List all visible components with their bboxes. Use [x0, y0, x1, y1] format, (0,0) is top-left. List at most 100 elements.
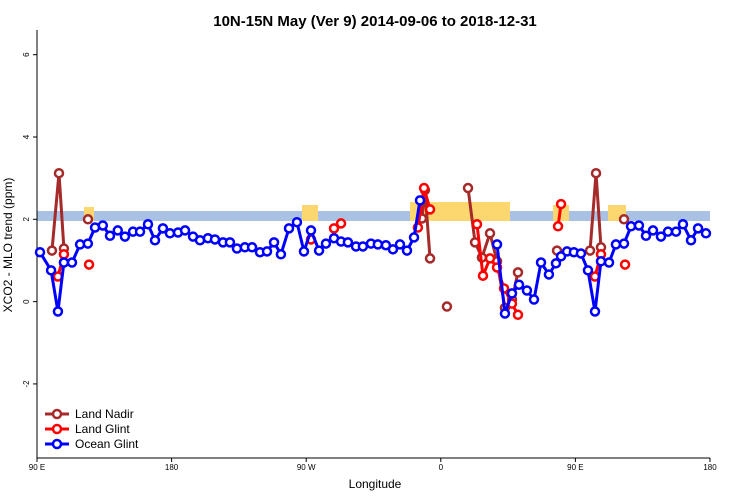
point	[209, 234, 221, 245]
point	[357, 241, 369, 252]
point	[512, 309, 524, 321]
point	[424, 253, 436, 264]
point	[52, 306, 64, 317]
point	[414, 195, 426, 206]
point	[528, 294, 540, 305]
point	[342, 237, 354, 248]
point	[45, 265, 57, 276]
point	[677, 218, 689, 230]
point	[670, 226, 682, 237]
point	[335, 218, 347, 229]
point	[313, 245, 325, 256]
point	[53, 167, 65, 179]
point	[142, 218, 154, 230]
band	[37, 211, 710, 221]
point	[134, 226, 146, 237]
x-tick-label: 90 E	[567, 463, 583, 472]
point	[633, 220, 645, 231]
point	[291, 216, 303, 228]
point	[477, 270, 489, 281]
point	[298, 246, 310, 257]
point	[58, 249, 70, 260]
legend-label: Land Glint	[75, 422, 130, 436]
chart-title: 10N-15N May (Ver 9) 2014-09-06 to 2018-1…	[213, 13, 537, 30]
point	[268, 237, 280, 248]
point	[506, 288, 518, 299]
point	[387, 244, 399, 255]
legend-label: Land Nadir	[75, 407, 134, 421]
point	[595, 256, 607, 267]
y-tick-label: 2	[22, 217, 31, 222]
point	[575, 248, 587, 259]
y-tick-label: 4	[22, 134, 31, 139]
point	[469, 237, 481, 248]
point	[619, 259, 631, 270]
point	[655, 231, 667, 242]
point	[662, 226, 674, 237]
point	[484, 253, 496, 264]
point	[246, 242, 258, 253]
point	[164, 228, 176, 239]
legend-label: Ocean Glint	[75, 437, 139, 451]
y-axis-label: XCO2 - MLO trend (ppm)	[1, 178, 15, 313]
band-patch	[553, 205, 569, 221]
legend-marker	[51, 438, 63, 450]
point	[550, 258, 562, 269]
band-patch	[84, 207, 94, 221]
series-line	[58, 188, 625, 315]
point	[589, 306, 601, 317]
point	[441, 301, 453, 312]
point	[82, 238, 94, 249]
point	[149, 235, 161, 246]
point	[261, 246, 273, 257]
point	[618, 214, 630, 225]
point	[521, 285, 533, 296]
point	[46, 245, 58, 256]
point	[610, 239, 622, 250]
point	[83, 259, 95, 270]
legend-marker	[51, 408, 63, 420]
x-axis-label: Longitude	[349, 477, 402, 491]
point	[484, 228, 496, 239]
point	[471, 218, 483, 230]
point	[685, 235, 697, 246]
point	[275, 249, 287, 260]
point	[535, 257, 547, 268]
point	[555, 198, 567, 210]
point	[231, 243, 243, 254]
band-patch	[410, 202, 510, 221]
legend-marker	[51, 423, 63, 435]
point	[513, 279, 525, 290]
point	[618, 238, 630, 249]
point	[424, 204, 436, 215]
point	[408, 232, 420, 243]
point	[104, 230, 116, 242]
point	[401, 245, 413, 256]
band-patch	[302, 205, 318, 221]
point	[582, 265, 594, 276]
point	[543, 269, 555, 280]
point	[320, 238, 332, 249]
point	[305, 225, 317, 236]
point	[66, 257, 78, 268]
x-tick-label: 180	[165, 463, 179, 472]
point	[700, 228, 712, 239]
y-tick-label: 0	[22, 299, 31, 304]
point	[647, 225, 659, 236]
point	[82, 214, 94, 225]
background-band	[37, 202, 710, 221]
point	[112, 225, 124, 236]
point	[224, 237, 236, 248]
y-tick-label: 6	[22, 52, 31, 57]
point	[179, 225, 191, 236]
point	[499, 308, 511, 319]
point	[372, 239, 384, 250]
x-tick-label: 0	[439, 463, 444, 472]
point	[97, 220, 109, 231]
point	[552, 221, 564, 232]
y-tick-label: -2	[22, 380, 31, 388]
point	[512, 267, 524, 278]
x-tick-label: 90 W	[297, 463, 316, 472]
point	[418, 182, 430, 194]
